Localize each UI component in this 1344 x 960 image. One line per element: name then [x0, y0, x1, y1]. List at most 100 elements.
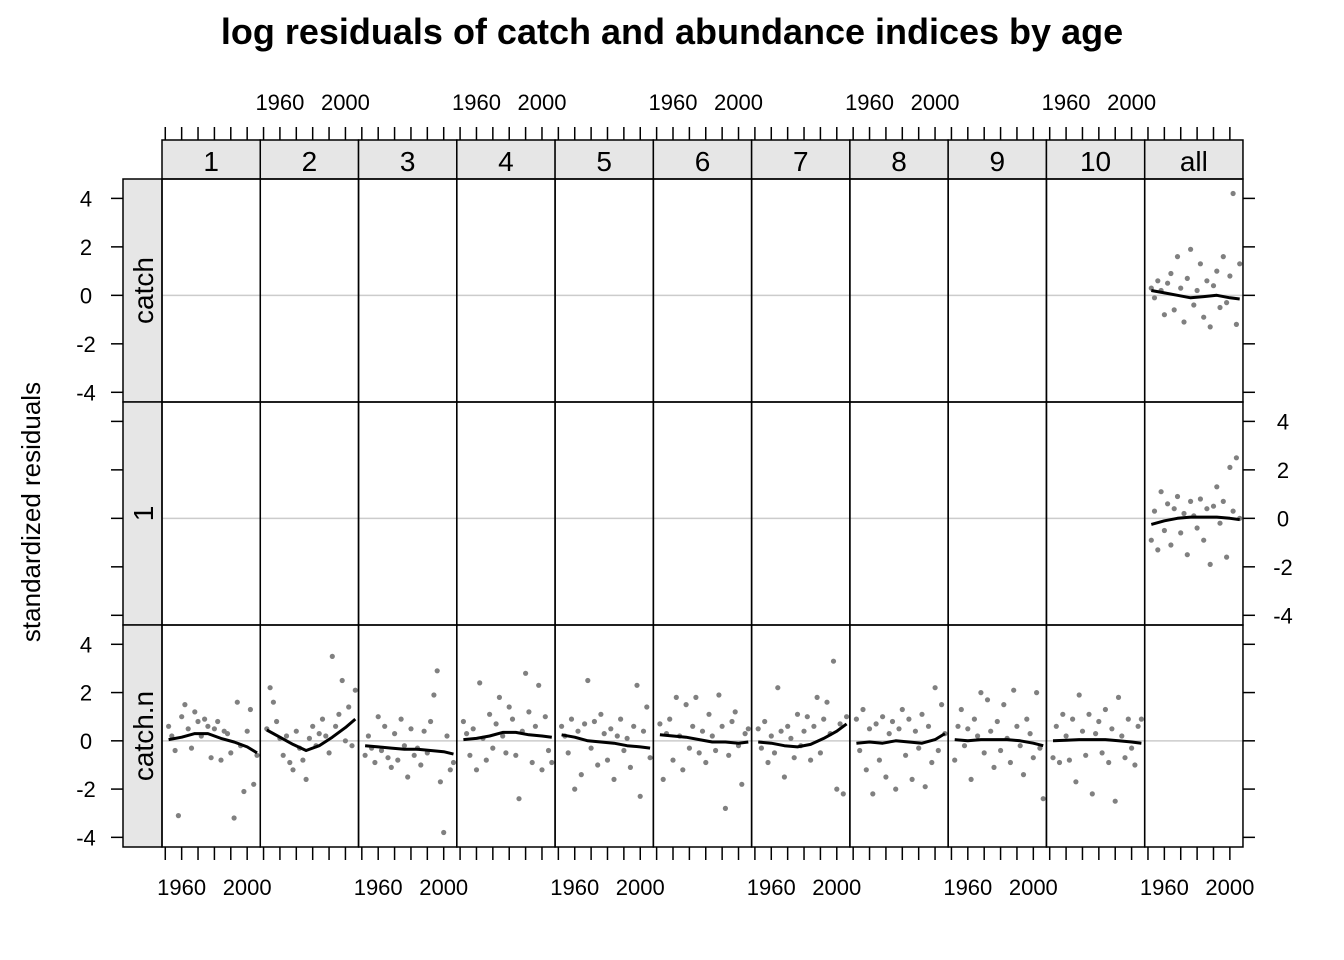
data-point-catch.n-4: [503, 750, 509, 756]
data-point-catch-all: [1191, 302, 1197, 308]
data-point-catch.n-4: [470, 726, 476, 732]
data-point-catch.n-2: [323, 733, 329, 739]
data-point-catch.n-4: [496, 694, 502, 701]
data-point-catch.n-7: [762, 718, 768, 725]
data-point-catch.n-9: [981, 750, 987, 756]
data-point-catch.n-8: [939, 702, 945, 708]
data-point-catch.n-5: [568, 716, 575, 722]
data-point-catch-all: [1188, 246, 1194, 252]
x-tick-label-bottom: 2000: [616, 875, 665, 900]
data-point-catch.n-2: [293, 728, 299, 734]
data-point-catch-all: [1181, 319, 1187, 325]
data-point-catch.n-9: [965, 726, 971, 732]
data-point-catch.n-2: [287, 759, 293, 766]
data-point-catch.n-1: [234, 699, 240, 705]
smoother-line-catch.n-10: [1052, 738, 1142, 745]
data-point-catch.n-8: [863, 767, 869, 773]
panel-1-2: [259, 401, 360, 626]
data-point-catch.n-9: [955, 723, 961, 729]
row-strip-label-1: 1: [128, 506, 159, 522]
data-point-catch.n-2: [339, 677, 345, 684]
data-point-catch.n-7: [755, 726, 761, 732]
row-strip-label-catch.n: catch.n: [128, 691, 159, 781]
data-point-catch.n-7: [811, 723, 817, 729]
panel-catch-7: [750, 178, 851, 403]
data-point-1-all: [1220, 498, 1226, 504]
data-point-1-all: [1155, 547, 1161, 553]
data-point-catch.n-2: [270, 699, 276, 705]
data-point-catch.n-9: [961, 743, 968, 749]
data-point-catch.n-1: [254, 752, 260, 758]
data-point-catch.n-9: [975, 733, 981, 739]
panel-catch.n-7: [750, 624, 851, 848]
data-point-catch.n-5: [618, 716, 624, 722]
data-point-catch.n-4: [483, 757, 489, 763]
data-point-catch.n-4: [506, 704, 512, 710]
data-point-catch.n-10: [1132, 762, 1138, 768]
data-point-catch.n-2: [310, 723, 316, 729]
data-point-catch.n-7: [821, 716, 827, 722]
data-point-catch.n-1: [205, 723, 211, 729]
data-point-catch.n-5: [595, 762, 601, 768]
data-point-catch.n-8: [883, 774, 889, 780]
data-point-catch.n-1: [218, 757, 224, 763]
panel-catch-4: [456, 178, 556, 403]
data-point-catch.n-9: [1027, 731, 1033, 737]
data-point-catch.n-5: [611, 776, 617, 783]
panel-1-4: [456, 401, 556, 626]
data-point-1-all: [1178, 530, 1184, 536]
data-point-catch.n-5: [572, 786, 578, 792]
data-point-catch.n-5: [601, 731, 607, 737]
data-point-catch.n-7: [824, 699, 830, 705]
data-point-1-all: [1217, 520, 1223, 526]
panel-catch-10: [1045, 178, 1146, 403]
data-point-catch.n-3: [372, 759, 378, 766]
panel-1-7: [750, 401, 851, 626]
x-tick-label-top: 1960: [845, 90, 894, 115]
y-tick-label-right: -4: [1273, 603, 1293, 628]
data-point-catch.n-10: [1053, 723, 1059, 729]
panel-catch-5: [554, 178, 655, 403]
y-tick-label-left: -4: [76, 380, 96, 405]
data-point-catch.n-10: [1096, 718, 1102, 725]
data-point-catch.n-10: [1079, 728, 1086, 734]
data-point-catch-all: [1227, 273, 1233, 279]
data-point-catch.n-1: [185, 726, 191, 732]
x-tick-label-bottom: 1960: [747, 875, 796, 900]
x-tick-label-bottom: 2000: [223, 875, 272, 900]
data-point-1-all: [1168, 542, 1174, 548]
column-strip-7: [750, 139, 851, 180]
data-point-catch.n-8: [916, 745, 922, 751]
data-point-catch.n-8: [909, 776, 915, 783]
data-point-catch.n-4: [516, 796, 522, 802]
column-strip-all: [1143, 139, 1244, 180]
data-point-catch.n-1: [192, 709, 198, 715]
data-point-catch.n-4: [523, 670, 529, 676]
data-point-catch.n-3: [382, 723, 388, 729]
data-point-catch.n-8: [889, 718, 896, 725]
data-point-catch.n-2: [342, 738, 348, 744]
y-tick-label-right: 0: [1277, 506, 1289, 531]
data-point-catch.n-3: [428, 718, 434, 725]
y-tick-label-right: -2: [1273, 555, 1293, 580]
data-point-catch.n-7: [788, 735, 794, 742]
data-point-catch.n-9: [1020, 772, 1027, 778]
column-strip-label-3: 3: [400, 146, 416, 177]
data-point-1-all: [1227, 464, 1233, 470]
data-point-catch.n-10: [1086, 711, 1092, 717]
data-point-catch.n-1: [231, 815, 237, 821]
data-point-1-all: [1194, 525, 1200, 531]
data-point-catch.n-4: [542, 714, 548, 720]
data-point-catch.n-9: [1014, 723, 1020, 729]
data-point-catch.n-5: [624, 735, 630, 742]
data-point-catch.n-3: [408, 726, 414, 732]
data-point-catch-all: [1155, 278, 1161, 284]
data-point-catch.n-10: [1112, 798, 1118, 804]
data-point-catch.n-4: [500, 733, 506, 739]
data-point-catch.n-8: [919, 711, 925, 717]
data-point-catch.n-9: [971, 716, 978, 722]
data-point-catch.n-8: [870, 791, 876, 797]
data-point-catch.n-7: [785, 723, 791, 729]
data-point-catch.n-3: [378, 747, 385, 754]
data-point-catch.n-8: [860, 706, 866, 713]
